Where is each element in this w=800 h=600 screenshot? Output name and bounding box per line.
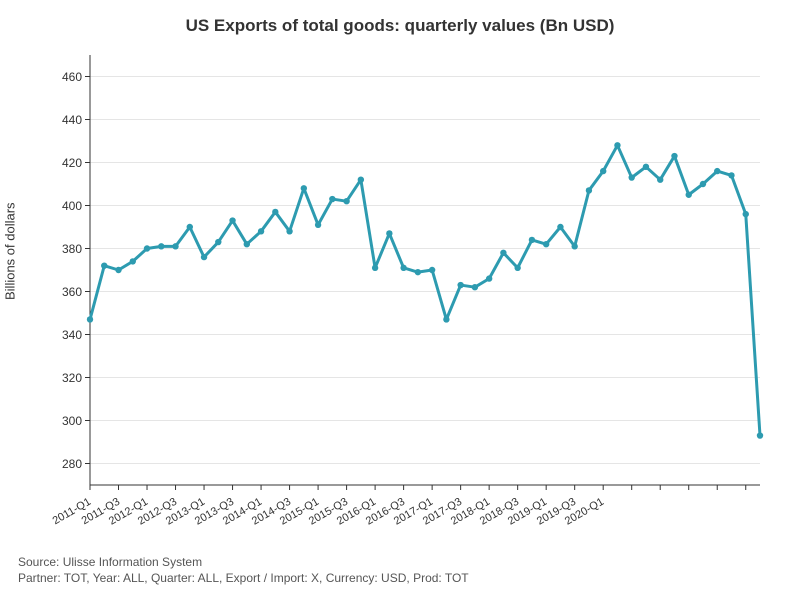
footer-params: Partner: TOT, Year: ALL, Quarter: ALL, E… <box>18 570 469 586</box>
y-tick-label: 280 <box>32 457 82 471</box>
plot-area <box>90 55 760 485</box>
chart-footer: Source: Ulisse Information System Partne… <box>18 554 469 586</box>
x-tick-label <box>628 495 689 530</box>
y-tick-label: 300 <box>32 414 82 428</box>
y-tick-label: 320 <box>32 371 82 385</box>
y-tick-label: 420 <box>32 156 82 170</box>
chart-container: US Exports of total goods: quarterly val… <box>0 0 800 600</box>
y-tick-label: 340 <box>32 328 82 342</box>
y-tick-label: 440 <box>32 113 82 127</box>
x-tick-label <box>657 495 718 530</box>
y-tick-label: 460 <box>32 70 82 84</box>
chart-title: US Exports of total goods: quarterly val… <box>0 16 800 36</box>
x-tick-label <box>685 495 746 530</box>
x-tick-label <box>600 495 661 530</box>
plot-svg <box>90 55 760 485</box>
y-tick-label: 400 <box>32 199 82 213</box>
y-tick-label: 380 <box>32 242 82 256</box>
y-tick-label: 360 <box>32 285 82 299</box>
y-axis-label: Billions of dollars <box>3 202 18 300</box>
footer-source: Source: Ulisse Information System <box>18 554 469 570</box>
